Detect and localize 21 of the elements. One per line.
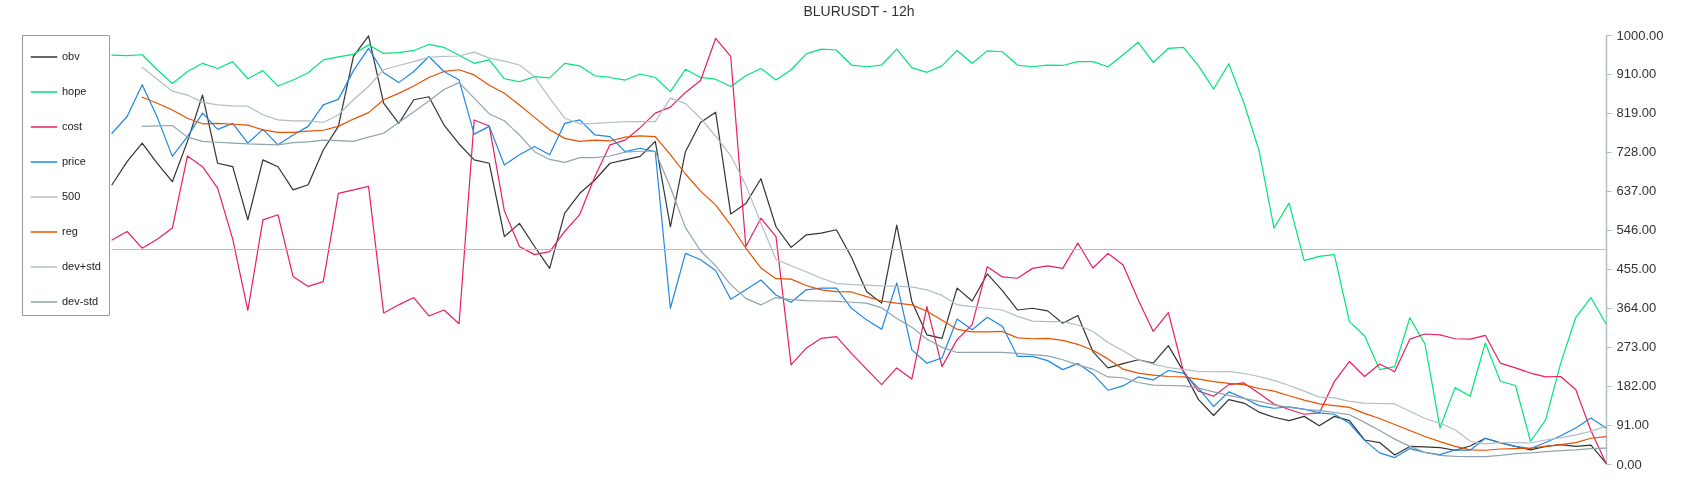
y-tick-label: 273.00 [1616, 339, 1657, 355]
y-tick-label: 1000.00 [1616, 27, 1664, 43]
y-tick-label: 819.00 [1616, 105, 1657, 121]
y-tick-label: 0.00 [1616, 456, 1642, 472]
legend-label: reg [62, 225, 78, 237]
y-tick-label: 455.00 [1616, 261, 1657, 277]
legend-label: cost [62, 120, 83, 132]
y-tick-label: 546.00 [1616, 222, 1657, 238]
legend-label: price [62, 155, 86, 167]
legend-label: dev-std [62, 295, 99, 307]
legend-label: obv [62, 50, 81, 62]
y-tick-label: 910.00 [1616, 66, 1657, 82]
chart-title: BLURUSDT - 12h [803, 3, 915, 19]
y-tick-label: 182.00 [1616, 378, 1657, 394]
y-tick-label: 364.00 [1616, 300, 1657, 316]
legend-label: 500 [62, 190, 81, 202]
y-tick-label: 728.00 [1616, 144, 1657, 160]
y-tick-label: 637.00 [1616, 183, 1657, 199]
legend-label: hope [62, 85, 87, 97]
legend-label: dev+std [62, 260, 101, 272]
y-tick-label: 91.00 [1616, 417, 1650, 433]
